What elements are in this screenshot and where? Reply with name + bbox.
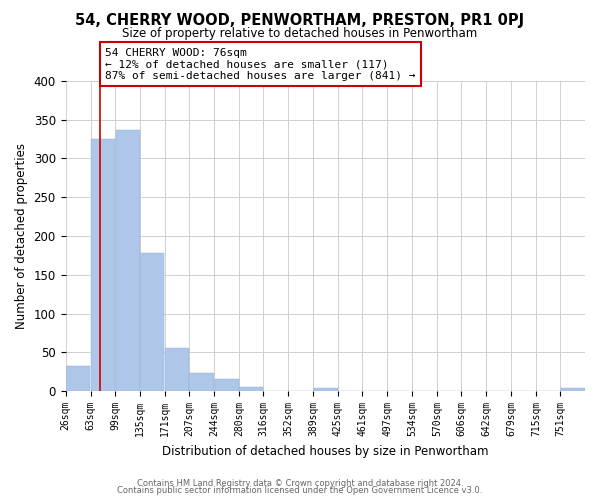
Text: 54 CHERRY WOOD: 76sqm
← 12% of detached houses are smaller (117)
87% of semi-det: 54 CHERRY WOOD: 76sqm ← 12% of detached … xyxy=(105,48,416,80)
Bar xyxy=(239,386,263,391)
Text: Contains HM Land Registry data © Crown copyright and database right 2024.: Contains HM Land Registry data © Crown c… xyxy=(137,478,463,488)
Text: Size of property relative to detached houses in Penwortham: Size of property relative to detached ho… xyxy=(122,28,478,40)
Text: 54, CHERRY WOOD, PENWORTHAM, PRESTON, PR1 0PJ: 54, CHERRY WOOD, PENWORTHAM, PRESTON, PR… xyxy=(76,12,524,28)
Bar xyxy=(140,253,164,391)
Bar xyxy=(314,388,338,391)
Text: Contains public sector information licensed under the Open Government Licence v3: Contains public sector information licen… xyxy=(118,486,482,495)
Bar xyxy=(165,348,189,391)
X-axis label: Distribution of detached houses by size in Penwortham: Distribution of detached houses by size … xyxy=(162,444,488,458)
Y-axis label: Number of detached properties: Number of detached properties xyxy=(15,143,28,329)
Bar xyxy=(190,372,214,391)
Bar xyxy=(561,388,584,391)
Bar xyxy=(66,366,91,391)
Bar xyxy=(116,130,140,391)
Bar xyxy=(91,139,115,391)
Bar xyxy=(215,379,239,391)
